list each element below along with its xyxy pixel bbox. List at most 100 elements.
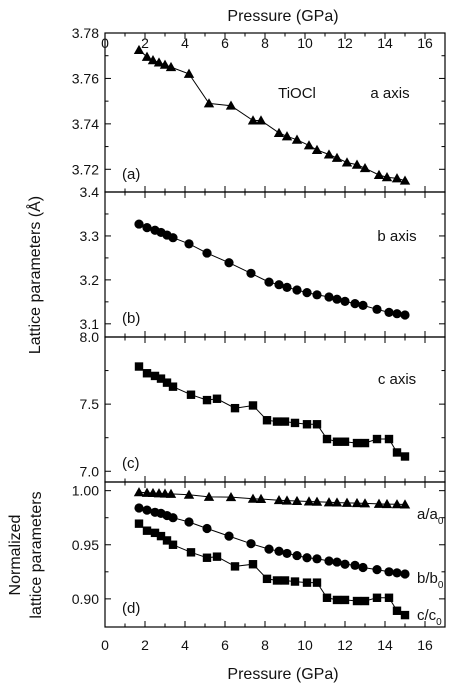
- panel-a-series-0-point: [255, 115, 267, 125]
- x-axis-title-bottom: Pressure (GPa): [227, 666, 338, 683]
- panel-d-series-2-point: [272, 576, 282, 585]
- panel-a-ytick-label: 3.72: [72, 161, 99, 177]
- panel-d-series-0-point: [391, 499, 403, 509]
- panel-a-series-0-point: [133, 44, 145, 55]
- panel-b-letter: (b): [122, 310, 140, 327]
- panel-b-series-0-point: [224, 258, 234, 268]
- panel-c-series-0-point: [322, 434, 332, 444]
- panel-c-series-0-point: [340, 437, 350, 446]
- panel-b-ytick-label: 3.2: [80, 272, 100, 288]
- x-top-tick-label: 8: [261, 35, 269, 51]
- x-top-tick-label: 2: [141, 35, 149, 51]
- panel-c-series-0-point: [248, 401, 258, 410]
- panel-c-series-0-point: [392, 448, 402, 457]
- tick-labels: 3.72 3.74 3.76 3.78 3.1 3.2 3.3 3.4 7.0 7.5 8.0 0.9…: [72, 25, 433, 653]
- panel-b-series-0-point: [142, 222, 152, 233]
- panel-b-series-0-point: [202, 248, 212, 258]
- x-bottom-tick-label: 14: [377, 637, 393, 653]
- panel-c-series-0-point: [202, 395, 212, 405]
- panel-c-series-0-point: [384, 434, 394, 444]
- panel-d-series-2-point: [372, 593, 382, 602]
- panel-a-series-0-point: [323, 149, 335, 159]
- series-label-b-b0: b/b0: [417, 570, 444, 591]
- panel-d-series-2-point: [230, 562, 240, 571]
- panel-a-series-0-point: [153, 57, 165, 67]
- panel-d-series-1-point: [332, 557, 342, 567]
- panel-d-series-1-point: [184, 517, 194, 527]
- panel-a-series-0-point: [359, 162, 371, 173]
- panel-d-series-2-point: [186, 548, 196, 557]
- panel-c-series-0-point: [142, 369, 152, 378]
- panel-a-series-0-point: [311, 144, 323, 154]
- x-bottom-tick-label: 2: [141, 637, 149, 653]
- panel-d-series-1-point: [350, 560, 360, 570]
- panel-d-series-1-point: [224, 531, 234, 541]
- panel-d-series-0-point: [291, 495, 303, 506]
- panel-c-series-0-point: [168, 382, 178, 391]
- panel-d-series-2-point: [340, 595, 350, 605]
- panel-d-ytick-label: 1.00: [72, 483, 99, 499]
- panel-c-frame: [104, 336, 446, 483]
- x-top-tick-label: 0: [101, 35, 109, 51]
- panel-d-series-0-point: [351, 497, 363, 508]
- panel-b-series-0-point: [324, 292, 334, 302]
- panel-d-series-2-point: [400, 610, 410, 620]
- panel-c-series-0-point: [372, 434, 382, 444]
- panel-b-series-0-point: [350, 299, 360, 309]
- x-bottom-tick-label: 0: [101, 637, 109, 653]
- x-bottom-tick-label: 12: [337, 637, 353, 653]
- panel-a-series-0-point: [281, 131, 293, 141]
- panel-d-letter: (d): [122, 600, 140, 617]
- panel-d-series-2-point: [302, 578, 312, 587]
- panel-d-series-1-point: [282, 548, 292, 559]
- panel-c-series-0-point: [400, 452, 410, 461]
- panel-c-series-0-point: [290, 418, 300, 428]
- panel-d-series-2-point: [280, 576, 290, 585]
- panel-b-ytick-label: 3.4: [80, 184, 100, 200]
- panel-a-ytick-label: 3.76: [72, 70, 99, 86]
- panel-c-series-0-point: [352, 438, 362, 448]
- panel-d-series-0-point: [381, 498, 393, 509]
- panel-d-series-0-point: [203, 491, 215, 501]
- panel-d-series-0-point: [255, 493, 267, 503]
- panel-d-series-2-point: [162, 536, 172, 545]
- panel-c-series-0-point: [212, 394, 222, 403]
- panel-c-letter: (c): [122, 455, 140, 472]
- panel-d-series-1-point: [202, 523, 212, 534]
- panel-a-series-0-point: [391, 173, 403, 183]
- panel-a-series-0-point: [331, 152, 343, 162]
- x-bottom-tick-label: 16: [417, 637, 433, 653]
- x-top-tick-label: 10: [297, 35, 313, 51]
- panel-b-ytick-label: 3.1: [80, 316, 100, 332]
- panel-d-series-2-point: [142, 526, 152, 535]
- panel-c-series-0-point: [162, 378, 172, 387]
- panel-d-series-0-point: [133, 487, 145, 497]
- panel-b-series-0-point: [274, 280, 284, 290]
- shared-y-axis-title: Lattice parameters (Å): [25, 196, 44, 354]
- compound-label: TiOCl: [278, 85, 316, 102]
- panel-b-ytick-label: 3.3: [80, 228, 100, 244]
- panel-a-series-0-point: [159, 59, 171, 69]
- x-top-tick-label: 6: [221, 35, 229, 51]
- panel-c-series-0-point: [150, 371, 160, 381]
- panel-d-series-2-point: [202, 553, 212, 562]
- panel-d-series-1-point: [324, 556, 334, 566]
- panel-b-series-0-point: [392, 309, 402, 319]
- panel-d-series-1-point: [134, 503, 144, 513]
- panel-a-series-0-point: [341, 157, 353, 167]
- panel-b-series-0-point: [312, 290, 322, 300]
- normalized-y-axis-title-line2: lattice parameters: [28, 491, 45, 618]
- tick-marks: [104, 32, 445, 627]
- panel-b-series-0-point: [332, 294, 342, 304]
- panel-a-letter: (a): [122, 166, 140, 183]
- panel-a-series-0-point: [183, 68, 195, 78]
- panel-d-series-0-point: [311, 496, 323, 506]
- panel-a-series-0-point: [165, 61, 177, 72]
- panel-a-series-0-point: [303, 140, 315, 150]
- panel-d-series-2-point: [384, 593, 394, 602]
- panel-c-series-0-point: [134, 362, 144, 371]
- panel-b-series-0-point: [358, 300, 368, 310]
- panel-frames: [104, 32, 446, 628]
- x-top-tick-label: 4: [181, 35, 189, 51]
- panel-b-series-0-point: [340, 296, 350, 307]
